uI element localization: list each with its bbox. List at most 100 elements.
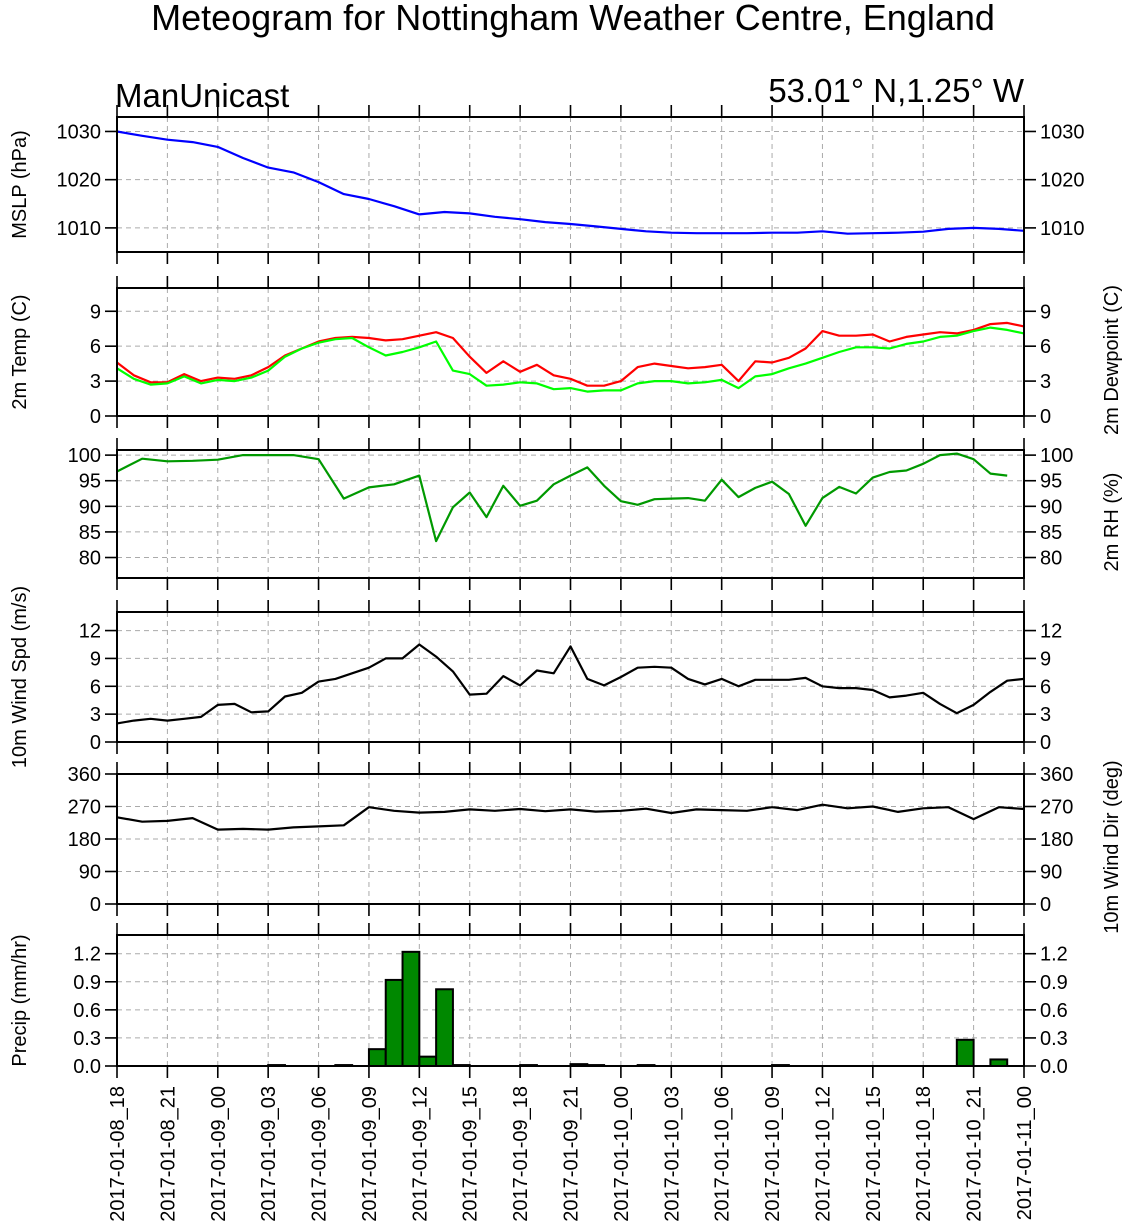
x-tick-label: 2017-01-09_09 (359, 1086, 381, 1222)
y-tick-label-right: 12 (1040, 621, 1062, 643)
y-tick-label-left: 6 (90, 676, 101, 698)
temp-series-line (116, 321, 1025, 387)
y-axis-label-left: Precip (mm/hr) (9, 934, 31, 1066)
precip-bar (401, 950, 421, 1067)
y-tick-label-left: 1.2 (73, 944, 101, 966)
y-tick-label-left: 0 (90, 732, 101, 754)
y-axis-label-right: 10m Wind Dir (deg) (1101, 760, 1123, 933)
y-tick-label-right: 0 (1040, 894, 1051, 916)
x-tick-label: 2017-01-09_00 (208, 1086, 230, 1222)
y-tick-label-left: 9 (90, 648, 101, 670)
y-tick-label-right: 0 (1040, 406, 1051, 428)
y-tick-label-left: 0.9 (73, 972, 101, 994)
y-tick-label-right: 90 (1040, 496, 1062, 518)
x-tick-label: 2017-01-09_06 (309, 1086, 331, 1222)
wind-speed-panel: 0 0 3 3 6 6 9 9 12 12 10m Wind Spd (m/s) (9, 586, 1062, 768)
y-tick-label-right: 6 (1040, 676, 1051, 698)
x-tick-label: 2017-01-10_09 (762, 1086, 784, 1222)
x-tick-label: 2017-01-09_15 (460, 1086, 482, 1222)
y-axis-label-left: MSLP (hPa) (9, 130, 31, 239)
y-tick-label-right: 0.6 (1040, 1000, 1068, 1022)
y-tick-label-right: 3 (1040, 704, 1051, 726)
dewpoint-series-line (116, 326, 1025, 393)
x-tick-label: 2017-01-08_18 (107, 1086, 129, 1222)
y-tick-label-left: 3 (90, 704, 101, 726)
winddir-series-line (116, 803, 1025, 831)
x-tick-label: 2017-01-10_15 (863, 1086, 885, 1222)
y-tick-label-right: 0.9 (1040, 972, 1068, 994)
y-tick-label-right: 85 (1040, 522, 1062, 544)
x-tick-label: 2017-01-10_18 (913, 1086, 935, 1222)
y-axis-label-left: 10m Wind Spd (m/s) (9, 586, 31, 768)
chart-title: Meteogram for Nottingham Weather Centre,… (151, 0, 995, 38)
model-label: ManUnicast (115, 77, 289, 114)
y-tick-label-left: 0.0 (73, 1056, 101, 1078)
rh-series-line (116, 452, 1008, 543)
y-tick-label-right: 1020 (1040, 170, 1085, 192)
x-tick-label: 2017-01-10_06 (712, 1086, 734, 1222)
panels: 1010 1010 1020 1020 1030 1030 MSLP (hPa) 0 0 3 3 6 6… (9, 105, 1123, 1078)
y-tick-label-right: 0.3 (1040, 1028, 1068, 1050)
y-tick-label-left: 6 (90, 336, 101, 358)
y-tick-label-left: 90 (79, 862, 101, 884)
mslp-panel: 1010 1010 1020 1020 1030 1030 MSLP (hPa) (9, 105, 1085, 264)
x-tick-label: 2017-01-10_03 (661, 1086, 683, 1222)
y-tick-label-right: 9 (1040, 648, 1051, 670)
y-tick-label-left: 180 (68, 829, 101, 851)
y-tick-label-left: 100 (68, 445, 101, 467)
y-tick-label-right: 90 (1040, 862, 1062, 884)
x-tick-label: 2017-01-09_21 (561, 1086, 583, 1222)
y-tick-label-left: 360 (68, 764, 101, 786)
precip-bar (435, 988, 454, 1067)
y-tick-label-right: 6 (1040, 336, 1051, 358)
y-axis-label-left: 2m Temp (C) (9, 294, 31, 409)
precip-bar (418, 1055, 438, 1067)
x-tick-label: 2017-01-09_18 (510, 1086, 532, 1222)
y-tick-label-right: 9 (1040, 301, 1051, 323)
y-tick-label-left: 1010 (57, 218, 102, 240)
y-tick-label-right: 0 (1040, 732, 1051, 754)
location-label: 53.01° N,1.25° W (768, 72, 1025, 109)
x-tick-label: 2017-01-09_03 (258, 1086, 280, 1222)
wind-dir-panel: 0 0 90 90 180 180 270 270 360 360 10m Wind Dir (de… (68, 760, 1123, 933)
y-tick-label-right: 1.2 (1040, 944, 1068, 966)
wind-series-line (116, 643, 1025, 725)
y-tick-label-left: 1020 (57, 170, 102, 192)
x-tick-label: 2017-01-09_12 (409, 1086, 431, 1222)
x-tick-label: 2017-01-10_21 (964, 1086, 986, 1222)
x-tick-label: 2017-01-08_21 (157, 1086, 179, 1222)
y-tick-label-left: 270 (68, 797, 101, 819)
y-tick-label-left: 90 (79, 496, 101, 518)
y-axis-label-right: 2m RH (%) (1101, 473, 1123, 572)
precip-bar (955, 1038, 975, 1068)
y-tick-label-left: 3 (90, 371, 101, 393)
y-tick-label-left: 0.3 (73, 1028, 101, 1050)
y-tick-label-left: 12 (79, 621, 101, 643)
temp-panel: 0 0 3 3 6 6 9 9 2m Temp (C) 2m Dewpoint (C) (9, 276, 1123, 435)
y-tick-label-right: 360 (1040, 764, 1073, 786)
y-tick-label-right: 0.0 (1040, 1056, 1068, 1078)
precip-panel: 0.0 0.0 0.3 0.3 0.6 0.6 0.9 0.9 1.2 1.2 Precip (mm… (9, 923, 1068, 1078)
y-tick-label-left: 85 (79, 522, 101, 544)
y-tick-label-right: 95 (1040, 471, 1062, 493)
mslp-series-line (116, 130, 1025, 235)
y-tick-label-left: 0 (90, 406, 101, 428)
y-tick-label-right: 180 (1040, 829, 1073, 851)
y-tick-label-right: 80 (1040, 548, 1062, 570)
rh-panel: 80 80 85 85 90 90 95 95 100 100 2m RH (%) (68, 438, 1123, 590)
x-axis-labels: 2017-01-08_18 2017-01-08_21 2017-01-09_00 2… (107, 1086, 1036, 1222)
y-tick-label-left: 0 (90, 894, 101, 916)
precip-bar (384, 978, 404, 1068)
y-tick-label-left: 0.6 (73, 1000, 101, 1022)
precip-bar (367, 1048, 387, 1067)
y-tick-label-left: 80 (79, 548, 101, 570)
x-tick-label: 2017-01-10_00 (611, 1086, 633, 1222)
x-tick-label: 2017-01-10_12 (812, 1086, 834, 1222)
y-tick-label-right: 1030 (1040, 121, 1085, 143)
y-tick-label-left: 1030 (57, 121, 102, 143)
y-tick-label-right: 1010 (1040, 218, 1085, 240)
y-axis-label-right: 2m Dewpoint (C) (1101, 285, 1123, 435)
y-tick-label-right: 3 (1040, 371, 1051, 393)
y-tick-label-right: 100 (1040, 445, 1073, 467)
